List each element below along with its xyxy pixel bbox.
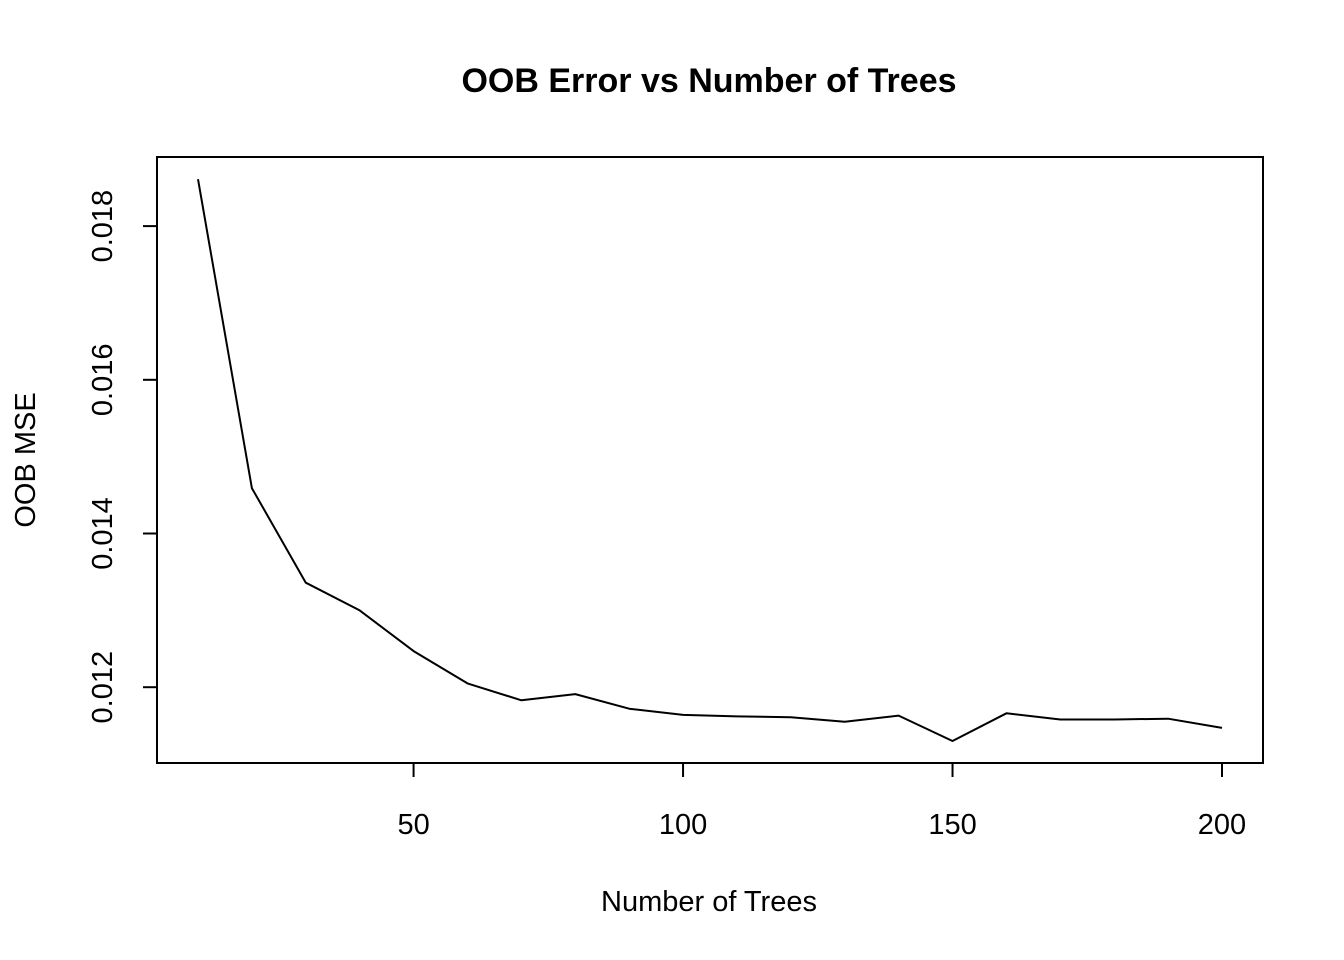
series-layer <box>197 179 1223 742</box>
y-tick-label: 0.018 <box>87 190 119 263</box>
series-line <box>197 179 1223 742</box>
x-tick-label: 50 <box>397 809 429 841</box>
y-tick-label: 0.016 <box>87 344 119 417</box>
x-tick-label: 200 <box>1198 809 1246 841</box>
y-tick-label: 0.014 <box>87 497 119 570</box>
chart-title: OOB Error vs Number of Trees <box>461 62 956 100</box>
y-axis-label: OOB MSE <box>10 392 42 527</box>
x-axis-label: Number of Trees <box>601 886 817 918</box>
x-axis: 50 100 150 200 <box>397 763 1246 841</box>
y-tick-label: 0.012 <box>87 651 119 724</box>
x-tick-label: 100 <box>659 809 707 841</box>
plot-frame <box>156 156 1264 764</box>
x-tick-label: 150 <box>928 809 976 841</box>
y-axis: 0.012 0.014 0.016 0.018 <box>87 190 157 724</box>
